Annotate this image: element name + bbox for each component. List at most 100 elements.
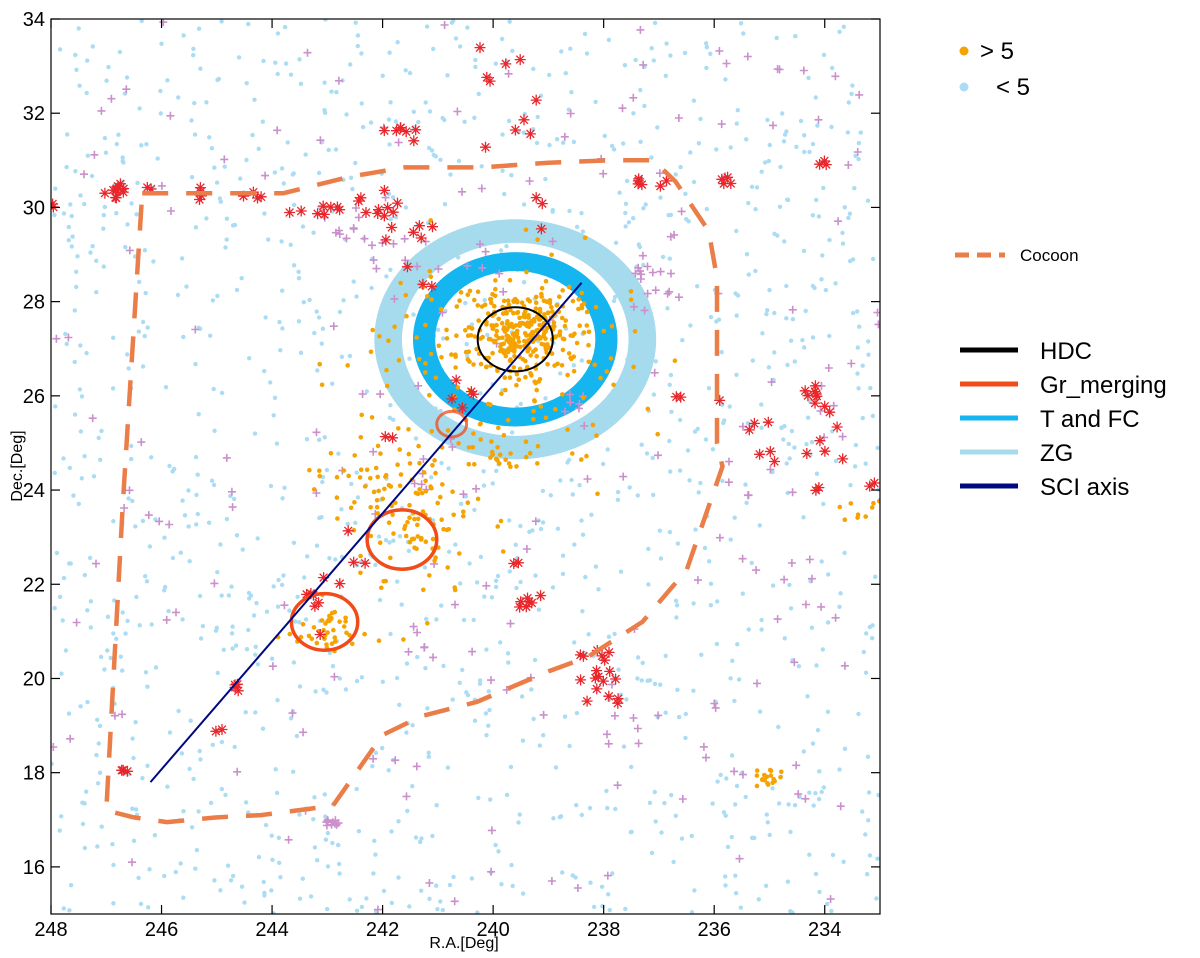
high-density-point [528, 332, 533, 337]
high-density-point [531, 416, 536, 422]
high-density-point [429, 429, 435, 434]
legend-entry-t-and-fc: T and FC [960, 406, 1140, 433]
high-density-point [532, 398, 537, 403]
cluster-plus-marker [463, 261, 472, 270]
high-density-point [319, 618, 325, 623]
low-density-point [181, 33, 186, 38]
cluster-plus-marker [613, 781, 622, 790]
cluster-plus-marker [97, 106, 106, 115]
low-density-point [424, 616, 429, 622]
low-density-point [781, 437, 786, 442]
cluster-plus-marker [144, 511, 153, 520]
low-density-point [354, 470, 359, 475]
low-density-point [244, 81, 249, 86]
cluster-plus-marker [715, 47, 724, 55]
low-density-point [858, 130, 863, 135]
low-density-point [850, 310, 856, 316]
cluster-plus-marker [481, 247, 490, 256]
low-density-point [458, 501, 464, 506]
low-density-point [243, 800, 249, 805]
cluster-plus-marker [72, 618, 81, 627]
cluster-plus-marker [522, 545, 531, 553]
cluster-star-marker [754, 448, 766, 460]
cluster-plus-marker [561, 407, 569, 416]
cluster-plus-marker [805, 555, 814, 564]
cluster-plus-marker [373, 905, 382, 914]
low-density-point [413, 835, 419, 840]
low-density-point [410, 723, 415, 728]
low-density-point [52, 470, 57, 476]
low-density-point [311, 230, 316, 235]
plot-frame [50, 18, 881, 915]
low-density-point [180, 617, 185, 622]
gr-merging-circle [435, 409, 469, 439]
cluster-plus-marker [303, 48, 312, 57]
low-density-point [208, 800, 214, 806]
low-density-point [255, 536, 260, 541]
low-density-point [667, 256, 672, 261]
cluster-star-marker [522, 592, 533, 604]
high-density-point [506, 334, 511, 339]
low-density-point [646, 546, 651, 552]
low-density-point [664, 41, 669, 46]
low-density-point [153, 665, 159, 670]
low-density-point [837, 767, 842, 772]
high-density-point [406, 451, 412, 457]
high-density-point [576, 297, 581, 302]
high-density-point [468, 333, 474, 338]
low-density-point [817, 769, 822, 774]
low-density-point [803, 308, 808, 314]
high-density-point [415, 534, 421, 539]
low-density-point [219, 593, 224, 598]
high-density-point [514, 328, 520, 334]
high-density-point [535, 461, 540, 466]
cluster-plus-marker [648, 268, 657, 277]
low-density-point [649, 850, 655, 856]
high-density-point [579, 457, 584, 462]
high-density-point [535, 443, 541, 449]
high-density-point [754, 783, 760, 789]
low-density-point [193, 361, 198, 367]
low-density-point [74, 269, 79, 274]
cluster-plus-marker [775, 65, 784, 74]
x-tick-label: 244 [255, 919, 288, 941]
cluster-star-marker [284, 207, 296, 218]
low-density-point [210, 298, 216, 303]
low-density-point [195, 511, 200, 517]
high-density-point [423, 489, 429, 494]
low-density-point [248, 593, 254, 598]
low-density-point [554, 137, 560, 142]
low-density-point [734, 372, 739, 377]
legend-entry-gr-merging: Gr_merging [960, 372, 1167, 399]
y-tick-label: 26 [23, 386, 45, 408]
cluster-plus-marker [643, 262, 652, 271]
low-density-point [802, 149, 807, 155]
cluster-star-marker [232, 685, 244, 697]
low-density-point [304, 437, 310, 442]
cluster-plus-marker [66, 734, 75, 743]
high-density-point [465, 292, 471, 298]
low-density-point [800, 338, 805, 343]
low-density-point [584, 51, 590, 56]
low-density-point [805, 694, 810, 699]
low-density-point [738, 905, 743, 910]
low-density-point [142, 333, 147, 339]
high-density-point [482, 302, 488, 308]
low-density-point [599, 884, 605, 889]
high-density-point [378, 451, 383, 456]
low-density-point [395, 40, 400, 45]
cluster-star-marker [589, 672, 601, 684]
high-density-point [557, 329, 563, 334]
low-density-point [135, 180, 140, 186]
high-density-point [397, 483, 403, 489]
low-density-point [281, 181, 286, 186]
low-density-point [810, 335, 816, 340]
low-density-point [99, 428, 104, 434]
low-density-point [316, 315, 322, 320]
low-density-point [85, 608, 90, 613]
low-density-point [821, 785, 827, 790]
low-density-point [696, 490, 701, 495]
low-density-point [448, 172, 453, 177]
low-density-point [99, 824, 104, 829]
low-density-point [102, 204, 108, 210]
